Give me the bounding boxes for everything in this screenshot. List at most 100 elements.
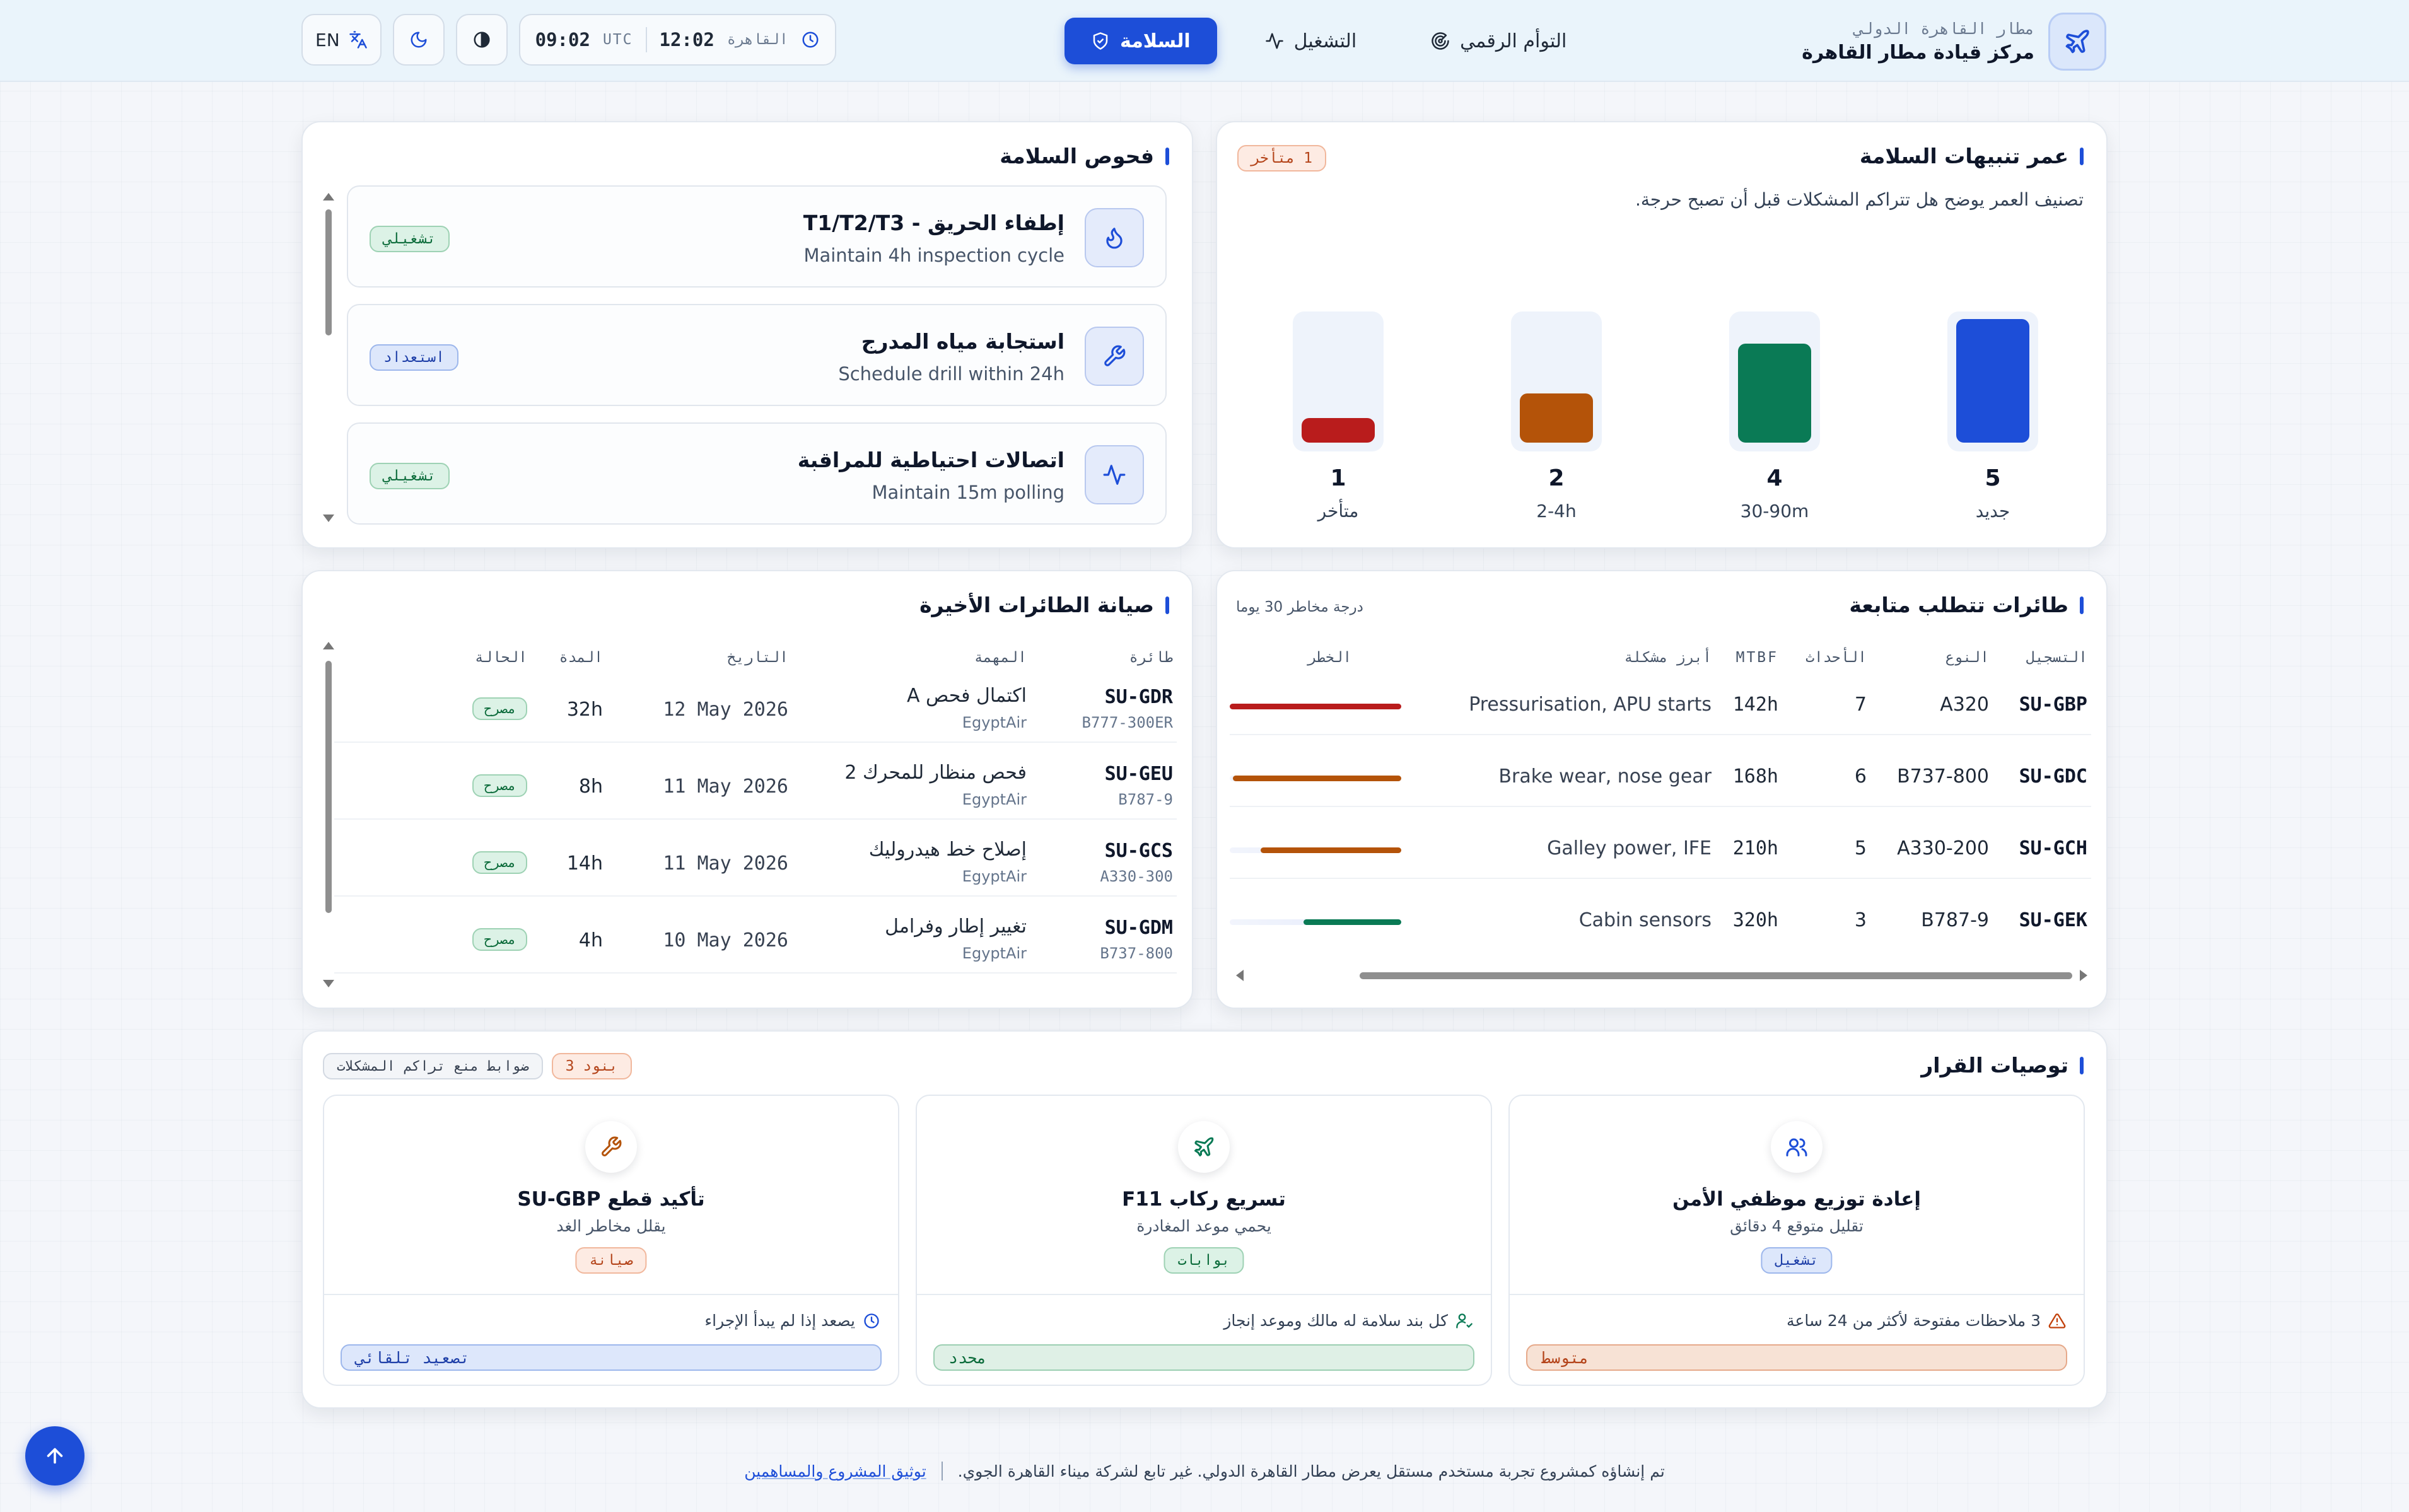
operator-name: EgyptAir <box>962 714 1027 731</box>
top-issue: Galley power, IFE <box>1547 837 1712 859</box>
bar-column: 4 30-90m <box>1729 311 1820 652</box>
bar-column: 2 2-4h <box>1511 311 1602 652</box>
recommendation-card[interactable]: إعادة توزيع موظفي الأمن تقليل متوقع 4 دق… <box>1508 1095 2085 1386</box>
scroll-thumb[interactable] <box>325 209 332 335</box>
check-title: استجابة مياه المدرج <box>861 329 1065 354</box>
scroll-up-arrow[interactable] <box>323 642 334 649</box>
card-title: فحوص السلامة <box>1000 144 1169 168</box>
count-badge: 3 بنود <box>551 1053 632 1079</box>
operator-name: EgyptAir <box>962 868 1027 885</box>
card-title: عمر تنبيهات السلامة <box>1860 144 2084 168</box>
safety-check-item[interactable]: اتصالات احتياطية للمراقبة Maintain 15m p… <box>347 422 1167 525</box>
brand-subtitle: مطار القاهرة الدولي <box>1854 20 2034 38</box>
pulse-icon <box>1265 32 1284 50</box>
scroll-left-arrow[interactable] <box>1236 970 1244 981</box>
nav-label: السلامة <box>1120 30 1191 52</box>
scroll-down-arrow[interactable] <box>323 980 334 987</box>
card-title: صيانة الطائرات الأخيرة <box>919 593 1169 617</box>
column-header-top-issue: أبرز مشكلة <box>1624 649 1712 666</box>
check-subtitle: Maintain 4h inspection cycle <box>803 245 1065 266</box>
bar-new <box>1956 319 2029 443</box>
aircraft-registration: SU-GBP <box>2019 694 2087 716</box>
footer-separator <box>941 1462 943 1480</box>
safety-check-list[interactable]: إطفاء الحريق - T1/T2/T3 Maintain 4h insp… <box>347 185 1167 533</box>
recommendation-card[interactable]: تسريع ركاب F11 يحمي موعد المغادرة بوابات… <box>916 1095 1492 1386</box>
row-divider <box>1230 806 2091 807</box>
scroll-right-arrow[interactable] <box>2080 970 2087 981</box>
scroll-thumb[interactable] <box>1360 972 2072 979</box>
contrast-icon <box>472 30 491 49</box>
maintenance-date: 11 May 2026 <box>663 776 788 798</box>
aircraft-type: B787-9 <box>1118 791 1173 808</box>
divider <box>917 1294 1491 1295</box>
status-badge: تشغيلي <box>370 463 450 489</box>
check-subtitle: Schedule drill within 24h <box>838 363 1065 385</box>
category-tag: تشغيل <box>1761 1247 1833 1274</box>
row-divider <box>334 741 1177 743</box>
mtbf-value: 168h <box>1732 765 1778 788</box>
recommendation-title: تسريع ركاب F11 <box>1122 1188 1286 1211</box>
divider <box>324 1294 898 1295</box>
warning-icon <box>2048 1312 2066 1330</box>
event-count: 5 <box>1854 837 1867 859</box>
check-title: اتصالات احتياطية للمراقبة <box>797 448 1065 472</box>
scroll-up-arrow[interactable] <box>323 193 334 201</box>
recommendation-note: يصعد إذا لم يبدأ الإجراء <box>704 1311 880 1330</box>
aircraft-registration: SU-GEU <box>1104 763 1173 785</box>
vertical-scrollbar[interactable] <box>322 642 335 990</box>
bar-2-4h <box>1520 393 1593 443</box>
card-subtitle: درجة مخاطر 30 يوما <box>1236 599 1363 615</box>
aircraft-type: B737-800 <box>1897 765 1989 788</box>
plane-icon[interactable] <box>2048 13 2106 71</box>
bar-track <box>1511 311 1602 451</box>
maintenance-duration: 32h <box>566 699 603 721</box>
note-text: يصعد إذا لم يبدأ الإجراء <box>704 1311 855 1330</box>
top-issue: Pressurisation, APU starts <box>1469 694 1712 716</box>
maintenance-card: صيانة الطائرات الأخيرة طائرة المهمة التا… <box>301 570 1193 1009</box>
aircraft-registration: SU-GDR <box>1104 686 1173 708</box>
note-text: كل بند سلامة له مالك وموعد إنجاز <box>1223 1311 1448 1330</box>
note-text: 3 ملاحظات مفتوحة لأكثر من 24 ساعة <box>1787 1311 2041 1330</box>
row-divider <box>1230 878 2091 879</box>
bar-track <box>1293 311 1384 451</box>
theme-toggle[interactable] <box>392 14 445 66</box>
scroll-thumb[interactable] <box>325 661 332 913</box>
brand: مطار القاهرة الدولي مركز قيادة مطار القا… <box>1802 13 2106 71</box>
scroll-to-top-button[interactable] <box>25 1426 85 1486</box>
users-icon <box>1771 1121 1823 1173</box>
recommendation-subtitle: يحمي موعد المغادرة <box>1136 1217 1271 1235</box>
bar-label: 2-4h <box>1536 501 1577 521</box>
task-name: اكتمال فحص A <box>906 685 1027 707</box>
nav-operations[interactable]: التشغيل <box>1239 18 1384 64</box>
safety-check-item[interactable]: إطفاء الحريق - T1/T2/T3 Maintain 4h insp… <box>347 185 1167 288</box>
task-name: تغيير إطار وفرامل <box>885 916 1027 938</box>
bar-label: متأخر <box>1317 501 1359 521</box>
top-bar: مطار القاهرة الدولي مركز قيادة مطار القا… <box>0 0 2409 82</box>
vertical-scrollbar[interactable] <box>322 193 335 527</box>
event-count: 6 <box>1854 765 1867 788</box>
scroll-down-arrow[interactable] <box>323 515 334 522</box>
category-tag: صيانة <box>575 1247 647 1274</box>
aircraft-type: A330-200 <box>1897 837 1989 859</box>
column-header-events: الأحداث <box>1805 649 1867 666</box>
safety-check-item[interactable]: استجابة مياه المدرج Schedule drill withi… <box>347 304 1167 406</box>
risk-bar <box>1304 919 1401 925</box>
credits-link[interactable]: توثيق المشروع والمساهمين <box>744 1462 926 1480</box>
bar-value: 1 <box>1330 465 1346 491</box>
recommendation-card[interactable]: تأكيد قطع SU-GBP يقلل مخاطر الغد صيانة ي… <box>323 1095 899 1386</box>
moon-icon <box>409 30 428 49</box>
nav-safety[interactable]: السلامة <box>1065 18 1217 64</box>
plane-icon <box>1178 1121 1230 1173</box>
overdue-badge: 1 متأخر <box>1237 145 1326 172</box>
horizontal-scrollbar[interactable] <box>1236 970 2087 982</box>
operator-name: EgyptAir <box>962 945 1027 962</box>
aircraft-type: B737-800 <box>1100 945 1173 962</box>
contrast-toggle[interactable] <box>455 14 508 66</box>
top-issue: Brake wear, nose gear <box>1498 765 1712 788</box>
user-check-icon <box>1455 1312 1473 1330</box>
aircraft-registration: SU-GDC <box>2019 765 2087 788</box>
nav-digital-twin[interactable]: التوأم الرقمي <box>1404 18 1593 64</box>
language-toggle[interactable]: EN <box>301 14 382 66</box>
maintenance-date: 12 May 2026 <box>663 699 788 721</box>
status-badge: تشغيلي <box>370 226 450 252</box>
